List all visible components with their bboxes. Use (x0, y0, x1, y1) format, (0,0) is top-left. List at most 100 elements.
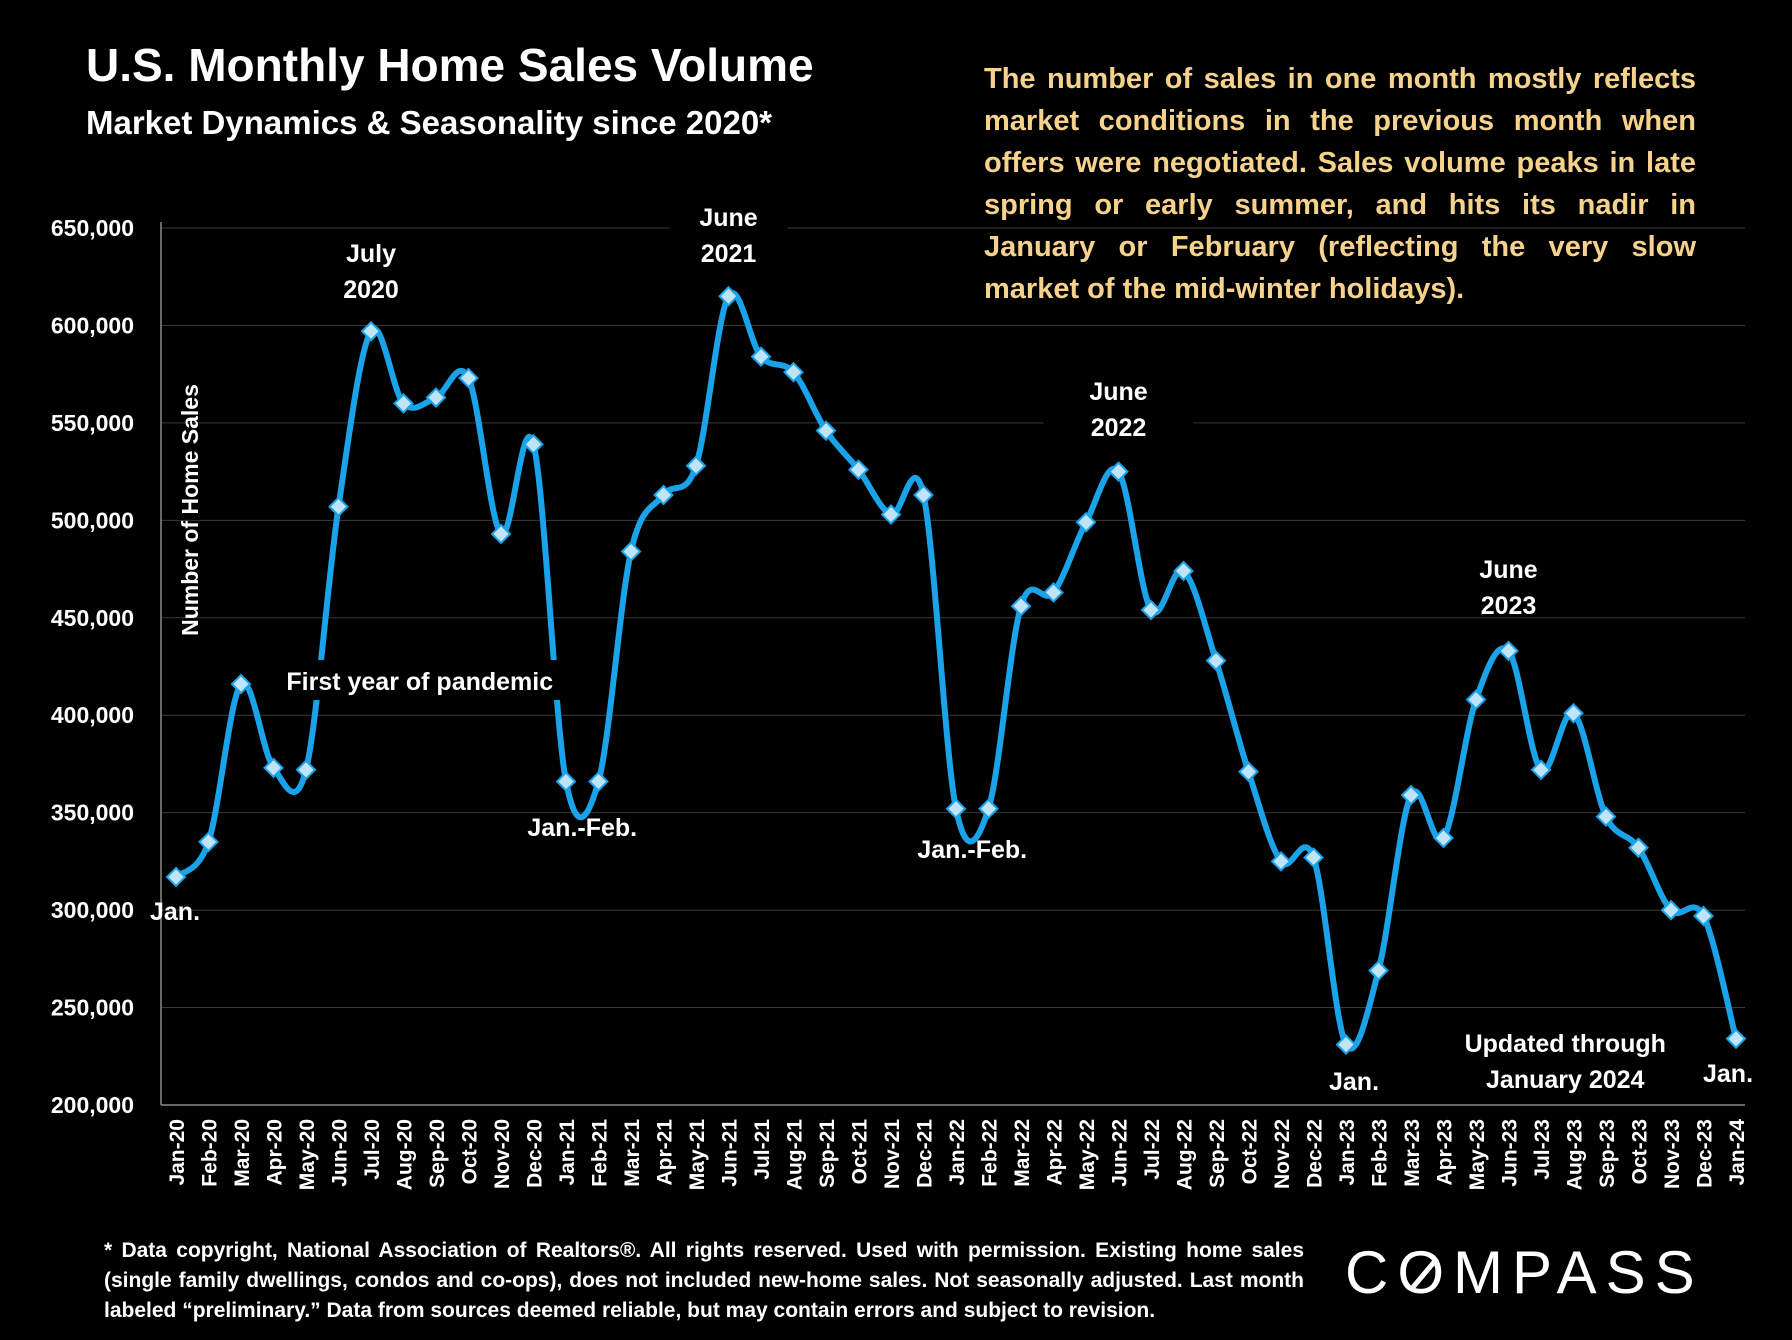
annotation-label: June (1479, 556, 1537, 584)
annotation-label: Updated through (1465, 1030, 1666, 1058)
compass-logo: COMPASS (1345, 1239, 1704, 1306)
x-tick-label: Feb-20 (199, 1119, 222, 1187)
x-tick-label: Oct-20 (459, 1119, 482, 1184)
x-tick-label: May-20 (296, 1119, 319, 1190)
x-tick-label: Nov-21 (881, 1119, 904, 1189)
annotation-backdrop (669, 196, 788, 270)
data-point (458, 367, 479, 389)
y-tick-label: 200,000 (51, 1092, 134, 1118)
y-tick-label: 250,000 (51, 995, 134, 1021)
data-point (198, 831, 219, 853)
x-tick-label: Mar-20 (231, 1119, 254, 1187)
data-point (1530, 759, 1552, 781)
data-point (1205, 650, 1227, 672)
data-point (945, 798, 967, 820)
data-point (1628, 837, 1649, 859)
data-point (1140, 599, 1162, 621)
data-point (1238, 761, 1259, 783)
y-tick-label: 350,000 (51, 800, 134, 826)
annotation-label: 2022 (1091, 414, 1147, 442)
x-tick-label: Mar-21 (621, 1119, 644, 1187)
y-tick-label: 400,000 (51, 702, 134, 728)
x-tick-label: Jun-23 (1499, 1119, 1522, 1187)
x-tick-label: Jan-20 (166, 1119, 189, 1186)
y-tick-label: 600,000 (51, 312, 134, 338)
x-tick-label: Aug-20 (394, 1119, 417, 1190)
annotation-backdrop (278, 660, 561, 700)
x-tick-label: Aug-21 (784, 1119, 807, 1190)
x-tick-label: Dec-23 (1694, 1119, 1717, 1188)
x-tick-label: Nov-22 (1271, 1119, 1294, 1189)
data-point (1303, 847, 1324, 868)
x-tick-label: Sep-23 (1596, 1119, 1619, 1188)
y-tick-label: 500,000 (51, 507, 134, 533)
x-tick-label: Jan-23 (1336, 1119, 1359, 1186)
y-tick-label: 300,000 (51, 897, 134, 923)
x-tick-label: Oct-22 (1239, 1119, 1262, 1184)
x-tick-label: May-23 (1466, 1119, 1489, 1190)
annotation-label: Jan.-Feb. (917, 836, 1027, 864)
data-point (783, 361, 804, 383)
x-tick-label: Oct-21 (849, 1119, 872, 1185)
data-point (393, 392, 414, 414)
x-tick-label: May-21 (686, 1119, 709, 1191)
data-point (588, 771, 609, 792)
data-point (263, 757, 284, 779)
data-point (1433, 827, 1454, 849)
data-point (1173, 560, 1194, 582)
data-point (555, 771, 577, 792)
x-tick-label: Jan-22 (946, 1119, 969, 1186)
data-point (1270, 850, 1292, 872)
x-tick-label: Jun-20 (329, 1119, 352, 1187)
data-point (1660, 899, 1682, 921)
y-tick-label: 450,000 (51, 605, 134, 631)
y-tick-label: 550,000 (51, 410, 134, 436)
y-tick-label: 650,000 (51, 215, 134, 241)
annotation-label: Jan. (1329, 1068, 1379, 1096)
annotation-label: June (1089, 378, 1147, 406)
data-point (1465, 689, 1487, 711)
x-tick-label: Jul-21 (751, 1119, 774, 1180)
data-point (913, 484, 934, 506)
x-tick-label: Mar-22 (1011, 1119, 1034, 1187)
chart-subtitle: Market Dynamics & Seasonality since 2020… (86, 104, 773, 141)
annotation-backdrop (1043, 370, 1194, 444)
x-tick-label: Dec-22 (1304, 1119, 1327, 1188)
data-point (815, 420, 837, 442)
annotation-label: July (346, 240, 396, 268)
x-tick-label: Oct-23 (1629, 1119, 1652, 1184)
x-tick-label: Dec-20 (524, 1119, 547, 1188)
x-tick-label: Feb-22 (979, 1119, 1002, 1187)
x-tick-label: Jul-20 (361, 1119, 384, 1180)
annotation-label: Jan. (150, 898, 200, 926)
data-point (978, 798, 999, 820)
x-tick-label: Apr-22 (1044, 1119, 1067, 1186)
data-point (653, 484, 674, 506)
annotation-label: 2021 (701, 240, 757, 268)
x-tick-label: Nov-23 (1661, 1119, 1684, 1189)
x-tick-label: Feb-21 (589, 1119, 612, 1187)
data-point (685, 455, 707, 477)
x-tick-label: Aug-22 (1174, 1119, 1197, 1190)
annotation-label: Jan.-Feb. (527, 814, 637, 842)
x-tick-label: Apr-21 (654, 1119, 677, 1186)
footnote: * Data copyright, National Association o… (104, 1239, 1304, 1322)
x-tick-label: Dec-21 (914, 1119, 937, 1188)
y-axis-title: Number of Home Sales (177, 384, 203, 636)
x-tick-label: Apr-23 (1434, 1119, 1457, 1186)
x-tick-label: Apr-20 (264, 1119, 287, 1186)
x-tick-label: Jul-23 (1531, 1119, 1554, 1180)
data-point (165, 866, 187, 888)
data-point (1498, 640, 1519, 662)
annotation-label: January 2024 (1486, 1066, 1645, 1094)
data-point (425, 387, 447, 408)
data-point (230, 673, 252, 695)
line-chart: 200,000 250,000 300,000 350,000 400,000 450,0… (50, 196, 1754, 1191)
data-point (1563, 702, 1584, 724)
x-tick-label: Feb-23 (1369, 1119, 1392, 1187)
data-point (1075, 511, 1097, 533)
x-tick-label: May-22 (1076, 1119, 1099, 1190)
annotation-label: June (699, 204, 757, 232)
x-tick-label: Jan-21 (556, 1119, 579, 1186)
x-tick-label: Sep-21 (816, 1119, 839, 1188)
